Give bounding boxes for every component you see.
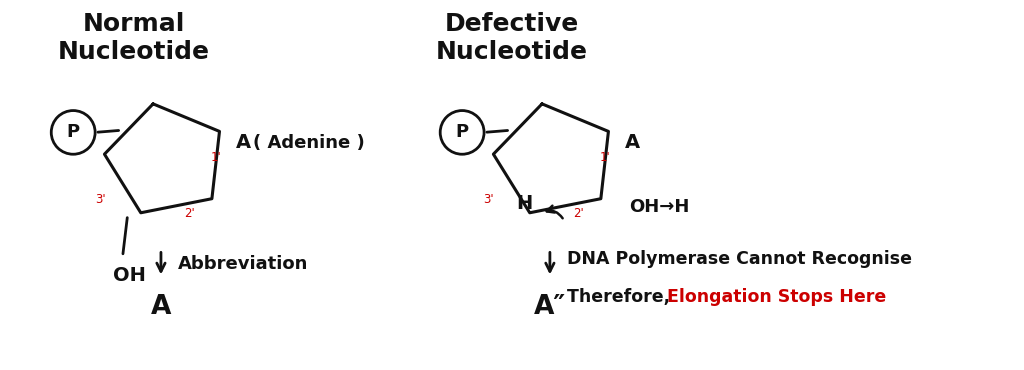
Text: H: H xyxy=(516,194,532,213)
Text: 1': 1' xyxy=(211,151,221,164)
Text: Defective
Nucleotide: Defective Nucleotide xyxy=(436,13,588,64)
Text: ( Adenine ): ( Adenine ) xyxy=(253,134,365,152)
Text: P: P xyxy=(67,124,80,141)
Text: A: A xyxy=(625,134,640,152)
Text: 2': 2' xyxy=(184,208,195,221)
Text: A″: A″ xyxy=(534,294,566,320)
Text: OH: OH xyxy=(114,266,146,286)
Text: 2': 2' xyxy=(573,208,584,221)
Text: Elongation Stops Here: Elongation Stops Here xyxy=(667,288,886,306)
Text: 3': 3' xyxy=(95,193,105,206)
Text: A: A xyxy=(151,294,171,320)
Text: A: A xyxy=(236,134,251,152)
Text: P: P xyxy=(456,124,469,141)
Text: 1': 1' xyxy=(599,151,610,164)
Text: Abbreviation: Abbreviation xyxy=(178,255,308,273)
Text: Normal
Nucleotide: Normal Nucleotide xyxy=(58,13,210,64)
Text: Therefore,: Therefore, xyxy=(567,288,676,306)
Text: OH→H: OH→H xyxy=(629,198,689,216)
Text: 3': 3' xyxy=(483,193,495,206)
Text: DNA Polymerase Cannot Recognise: DNA Polymerase Cannot Recognise xyxy=(567,250,911,269)
